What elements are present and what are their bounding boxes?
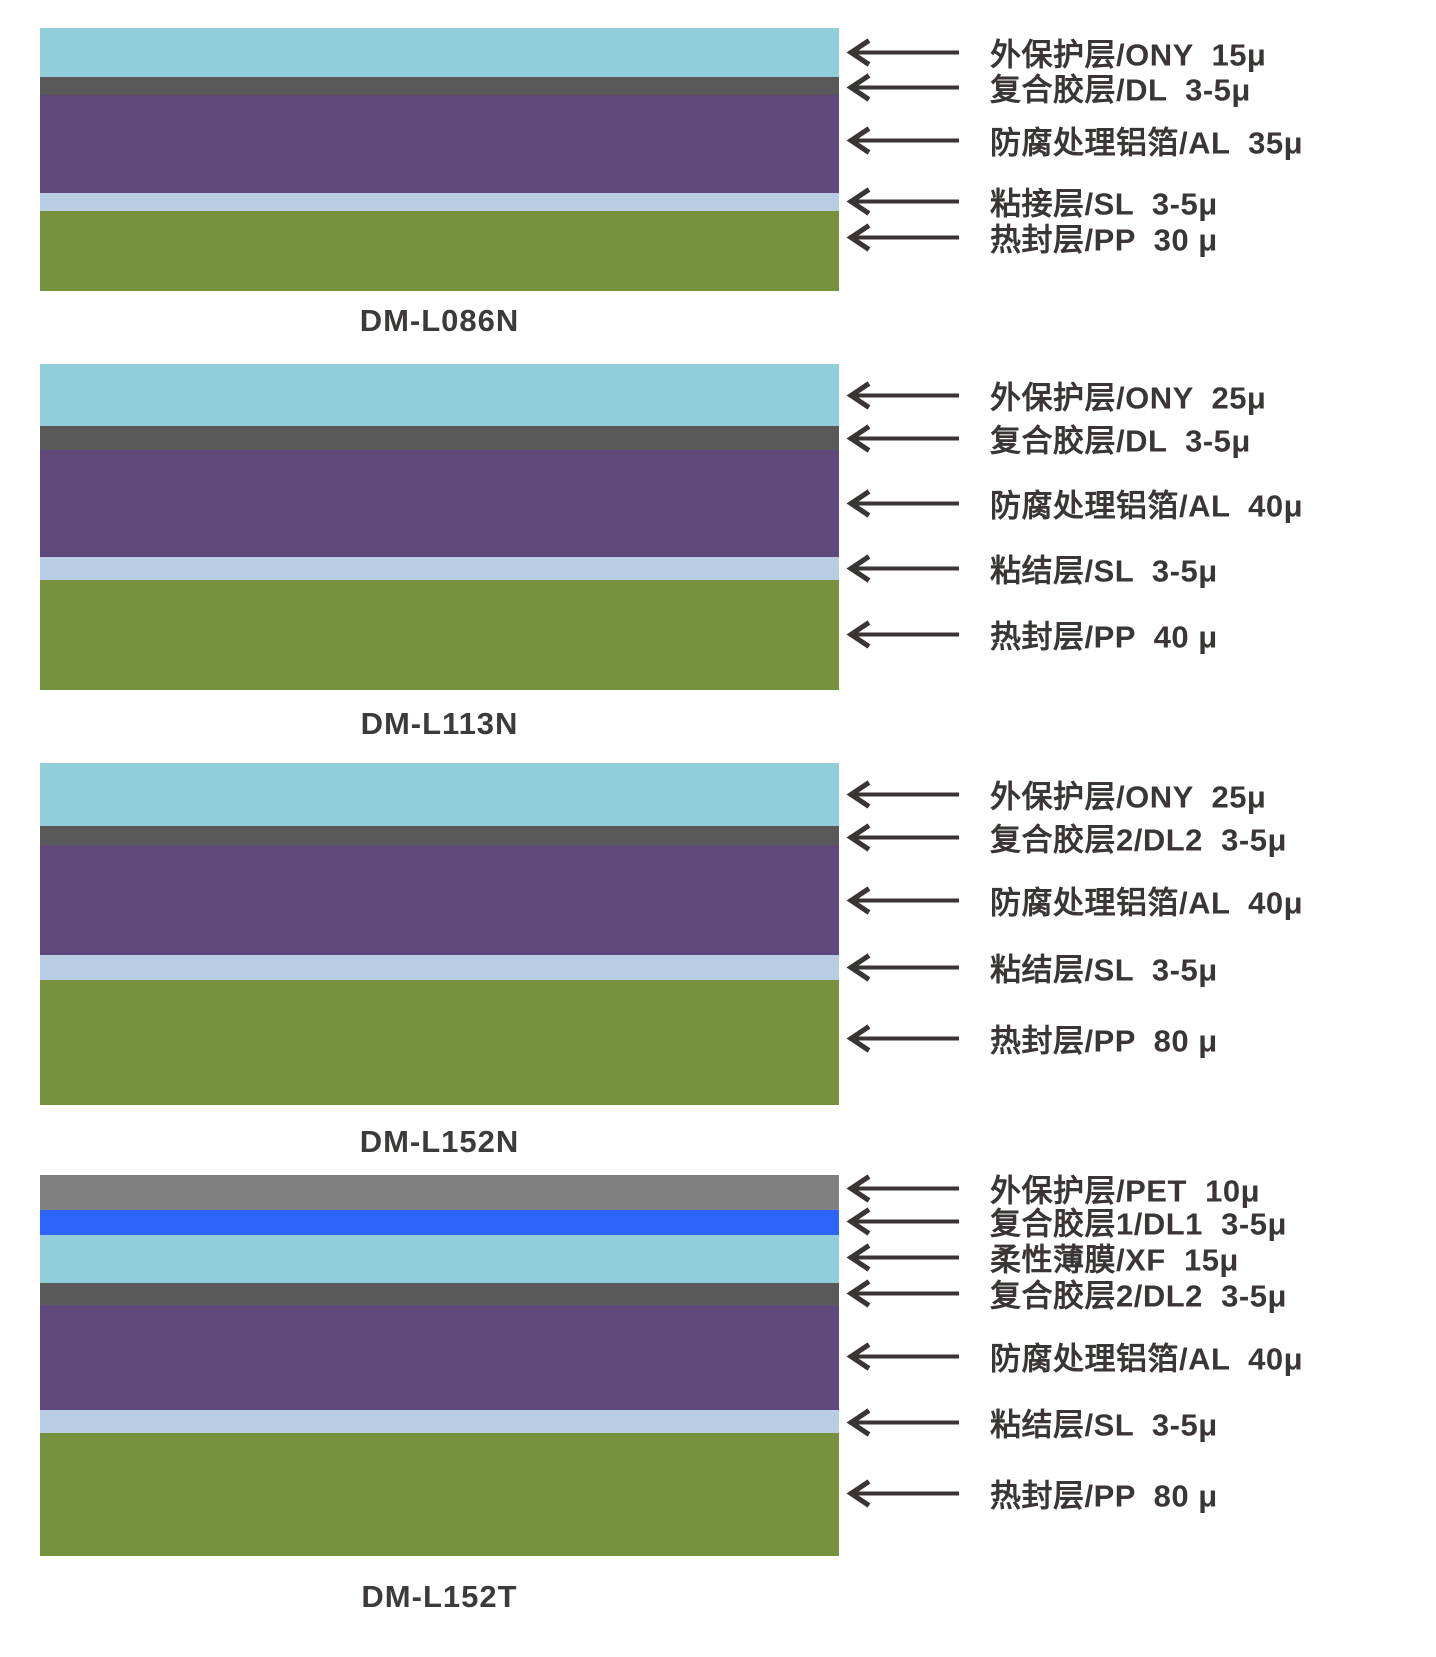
layer-label-al: 防腐处理铝箔/AL 40μ [990,488,1304,524]
layer-callout-pp: 热封层/PP 30 μ [843,215,1218,260]
arrow-left-icon [846,72,959,102]
layer-bar-xf [40,1235,839,1283]
arrow-left-icon [846,1206,959,1236]
layer-label-pp: 热封层/PP 30 μ [990,222,1218,258]
layer-callout-sl: 粘结层/SL 3-5μ [843,1400,1218,1445]
arrow-left-icon [846,423,959,453]
layer-label-dl2: 复合胶层2/DL2 3-5μ [990,822,1287,858]
layer-callout-ony: 外保护层/ONY 25μ [843,772,1266,817]
arrow-left-icon [846,1478,959,1508]
layer-label-sl: 粘结层/SL 3-5μ [990,952,1218,988]
arrow-left-icon [846,186,959,216]
arrow-left-icon [846,1407,959,1437]
layer-bar-pp [40,211,839,291]
layer-label-sl: 粘结层/SL 3-5μ [990,553,1218,589]
arrow-left-icon [846,885,959,915]
arrow-left-icon [846,779,959,809]
layer-bar-pp [40,1433,839,1556]
arrow-left-icon [846,952,959,982]
layer-label-xf: 柔性薄膜/XF 15μ [990,1242,1239,1278]
layer-callout-dl2: 复合胶层2/DL2 3-5μ [843,815,1287,860]
arrow-left-icon [846,1341,959,1371]
diagram-title-dm-l152n: DM-L152N [359,1124,520,1159]
layer-label-al: 防腐处理铝箔/AL 40μ [990,885,1304,921]
layer-bar-ony [40,28,839,77]
layer-label-ony: 外保护层/ONY 25μ [990,380,1267,416]
arrow-left-icon [846,822,959,852]
layer-bar-pp [40,980,839,1105]
layer-callout-pp: 热封层/PP 80 μ [843,1016,1218,1061]
layer-bar-dl2 [40,826,839,845]
arrow-left-icon [846,222,959,252]
layer-bar-dl [40,426,839,450]
layer-callout-dl1: 复合胶层1/DL1 3-5μ [843,1199,1287,1244]
arrow-left-icon [846,619,959,649]
layer-label-sl: 粘结层/SL 3-5μ [990,1407,1218,1443]
layer-callout-al: 防腐处理铝箔/AL 40μ [843,1334,1303,1379]
layer-callout-al: 防腐处理铝箔/AL 40μ [843,481,1303,526]
layer-label-al: 防腐处理铝箔/AL 40μ [990,1341,1304,1377]
layer-bar-pet [40,1175,839,1210]
arrow-left-icon [846,1242,959,1272]
diagram-title-dm-l113n: DM-L113N [360,706,519,741]
arrow-left-icon [846,1278,959,1308]
layer-bar-al [40,95,839,193]
layer-label-ony: 外保护层/ONY 15μ [990,37,1267,73]
diagram-title-dm-l086n: DM-L086N [359,303,520,338]
layer-bar-al [40,1305,839,1410]
arrow-left-icon [846,37,959,67]
layer-label-dl2: 复合胶层2/DL2 3-5μ [990,1278,1287,1314]
arrow-left-icon [846,1023,959,1053]
layer-bar-sl [40,193,839,211]
layer-callout-pp: 热封层/PP 40 μ [843,612,1218,657]
arrow-left-icon [846,1173,959,1203]
layer-bar-al [40,450,839,557]
layer-bar-sl [40,955,839,980]
layer-bar-ony [40,763,839,826]
layer-callout-dl2: 复合胶层2/DL2 3-5μ [843,1271,1287,1316]
layer-label-pet: 外保护层/PET 10μ [990,1173,1261,1209]
layer-bar-sl [40,1410,839,1433]
arrow-left-icon [846,488,959,518]
layer-label-ony: 外保护层/ONY 25μ [990,779,1267,815]
layer-label-pp: 热封层/PP 80 μ [990,1023,1218,1059]
layer-label-dl1: 复合胶层1/DL1 3-5μ [990,1206,1287,1242]
arrow-left-icon [846,125,959,155]
layer-bar-ony [40,364,839,426]
layer-bar-pp [40,580,839,690]
layer-callout-pp: 热封层/PP 80 μ [843,1471,1218,1516]
layer-label-dl: 复合胶层/DL 3-5μ [990,72,1251,108]
layer-callout-sl: 粘结层/SL 3-5μ [843,546,1218,591]
layer-label-dl: 复合胶层/DL 3-5μ [990,423,1251,459]
arrow-left-icon [846,553,959,583]
layer-bar-dl1 [40,1210,839,1235]
layer-bar-al [40,845,839,955]
layer-callout-sl: 粘结层/SL 3-5μ [843,945,1218,990]
arrow-left-icon [846,380,959,410]
layer-callout-dl: 复合胶层/DL 3-5μ [843,416,1251,461]
layer-label-sl: 粘接层/SL 3-5μ [990,186,1218,222]
layer-callout-pet: 外保护层/PET 10μ [843,1166,1260,1211]
layer-bar-dl [40,77,839,95]
layer-label-pp: 热封层/PP 40 μ [990,619,1218,655]
layer-callout-ony: 外保护层/ONY 15μ [843,30,1266,75]
layer-callout-dl: 复合胶层/DL 3-5μ [843,65,1251,110]
diagram-title-dm-l152t: DM-L152T [361,1579,518,1614]
layer-callout-al: 防腐处理铝箔/AL 35μ [843,118,1303,163]
layer-callout-al: 防腐处理铝箔/AL 40μ [843,878,1303,923]
layer-label-al: 防腐处理铝箔/AL 35μ [990,125,1304,161]
layer-label-pp: 热封层/PP 80 μ [990,1478,1218,1514]
layer-callout-sl: 粘接层/SL 3-5μ [843,179,1218,224]
layer-bar-dl2 [40,1283,839,1305]
layer-callout-xf: 柔性薄膜/XF 15μ [843,1235,1239,1280]
layer-bar-sl [40,557,839,580]
layer-callout-ony: 外保护层/ONY 25μ [843,373,1266,418]
